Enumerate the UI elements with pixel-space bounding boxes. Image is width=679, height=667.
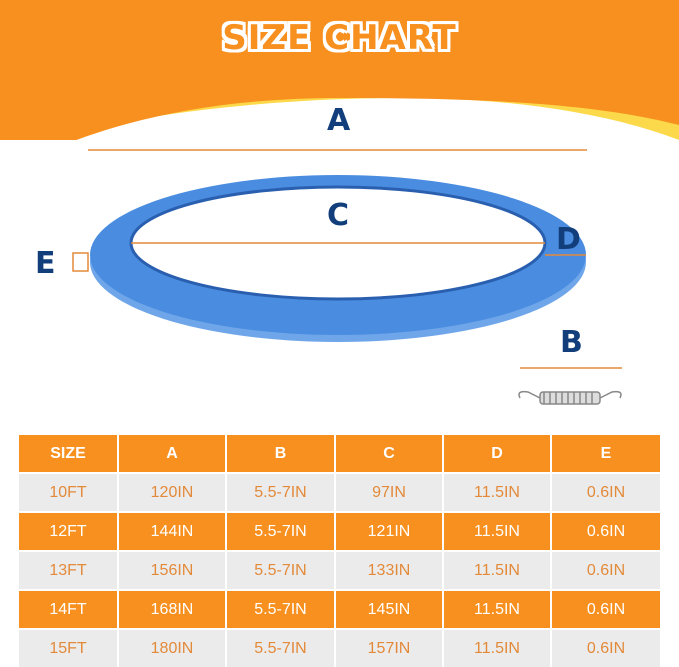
cell-d: 11.5IN [442,550,551,590]
cell-a: 120IN [117,472,226,512]
cell-size: 13FT [19,550,118,590]
header-size: SIZE [19,433,118,473]
cell-a: 168IN [117,589,226,629]
header-e: E [550,433,660,473]
cell-b: 5.5-7IN [225,589,335,629]
label-c: C [327,198,350,233]
cell-b: 5.5-7IN [225,628,335,667]
header-d: D [442,433,551,473]
cell-d: 11.5IN [442,472,551,512]
cell-b: 5.5-7IN [225,472,335,512]
cell-d: 11.5IN [442,628,551,667]
cell-e: 0.6IN [550,550,660,590]
table-row: 10FT 120IN 5.5-7IN 97IN 11.5IN 0.6IN [19,472,660,512]
cell-c: 157IN [334,628,443,667]
table-header-row: SIZE A B C D E [19,433,660,473]
label-d: D [556,222,581,257]
cell-c: 133IN [334,550,443,590]
cell-a: 144IN [117,511,226,551]
header-c: C [334,433,443,473]
size-table: SIZE A B C D E 10FT 120IN 5.5-7IN 97IN 11.5I… [19,433,660,667]
trampoline-pad-diagram [72,149,622,405]
cell-c: 97IN [334,472,443,512]
cell-d: 11.5IN [442,511,551,551]
spring-icon [518,390,622,405]
cell-e: 0.6IN [550,589,660,629]
header-banner [0,0,679,140]
cell-b: 5.5-7IN [225,511,335,551]
cell-d: 11.5IN [442,589,551,629]
cell-c: 145IN [334,589,443,629]
cell-e: 0.6IN [550,628,660,667]
cell-a: 156IN [117,550,226,590]
table-row: 12FT 144IN 5.5-7IN 121IN 11.5IN 0.6IN [19,511,660,551]
table-row: 13FT 156IN 5.5-7IN 133IN 11.5IN 0.6IN [19,550,660,590]
cell-a: 180IN [117,628,226,667]
cell-e: 0.6IN [550,511,660,551]
table-row: 15FT 180IN 5.5-7IN 157IN 11.5IN 0.6IN [19,628,660,667]
cell-e: 0.6IN [550,472,660,512]
cell-b: 5.5-7IN [225,550,335,590]
label-b: B [560,325,583,360]
table-row: 14FT 168IN 5.5-7IN 145IN 11.5IN 0.6IN [19,589,660,629]
label-a: A [327,103,351,138]
cell-size: 12FT [19,511,118,551]
header-b: B [225,433,335,473]
cell-c: 121IN [334,511,443,551]
cell-size: 10FT [19,472,118,512]
cell-size: 15FT [19,628,118,667]
label-e: E [35,246,56,281]
dimension-box-e [72,252,89,272]
size-chart-title: SIZE CHART [222,18,457,58]
cell-size: 14FT [19,589,118,629]
header-a: A [117,433,226,473]
